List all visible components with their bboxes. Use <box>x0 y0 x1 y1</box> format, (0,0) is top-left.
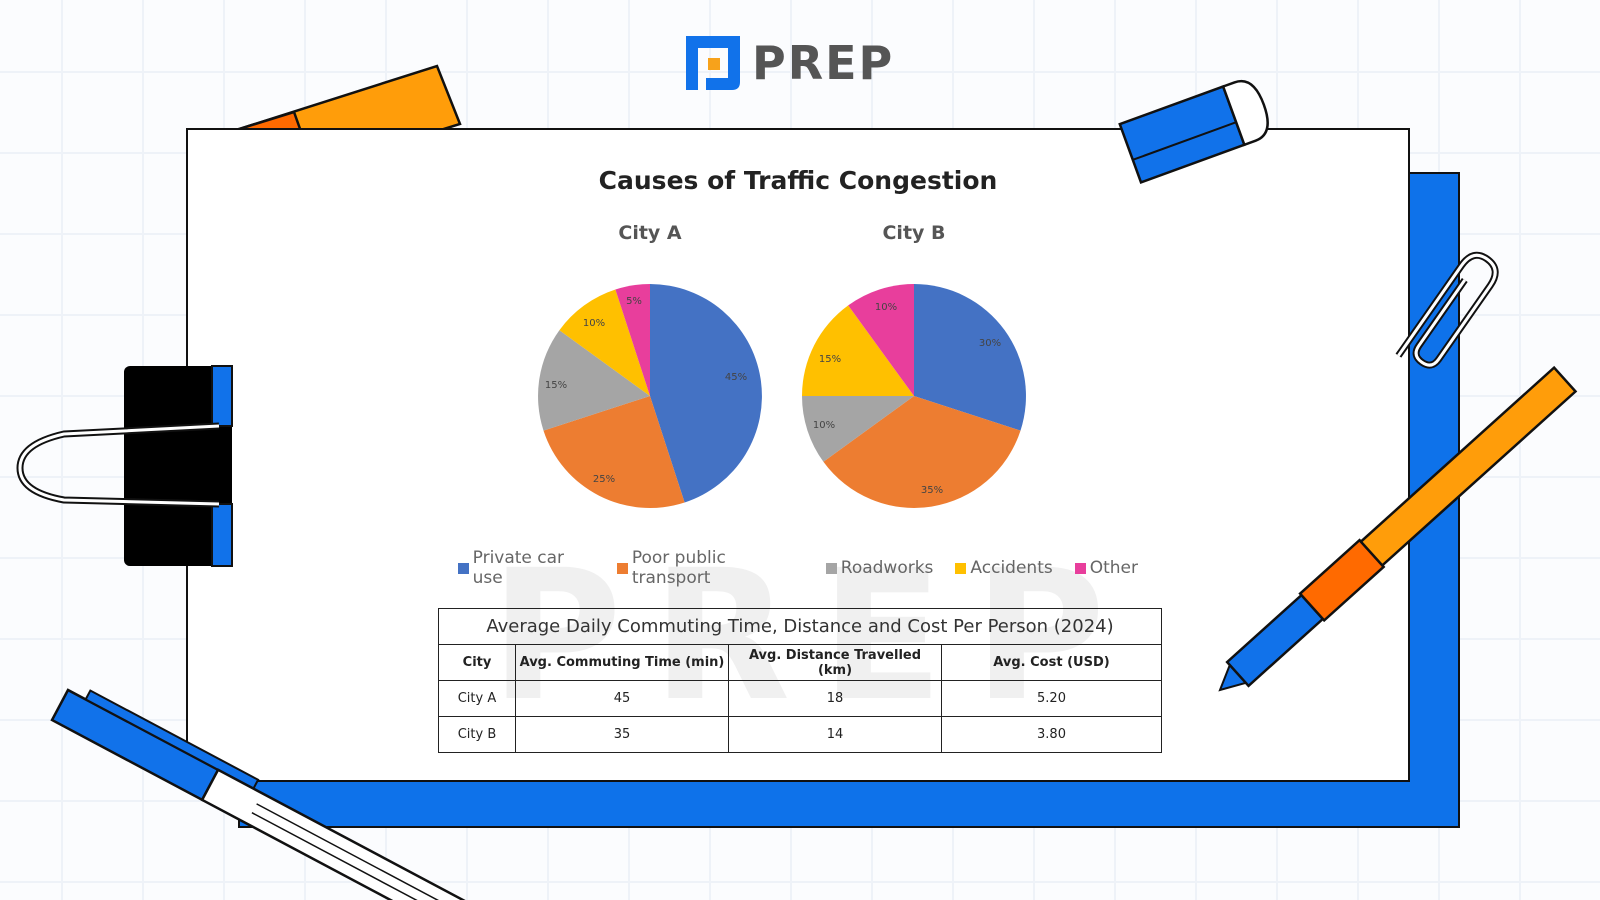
legend-item-private-car: Private car use <box>458 548 595 588</box>
table-cell: 18 <box>728 680 942 717</box>
slice-label: 25% <box>593 474 615 485</box>
table-cell: City B <box>438 716 516 753</box>
table-header: City <box>438 644 516 681</box>
binder-clip-icon <box>16 365 233 567</box>
legend-item-public-transport: Poor public transport <box>617 548 804 588</box>
table-cell: 14 <box>728 716 942 753</box>
slice-label: 35% <box>921 485 943 496</box>
ballpoint-pen-icon <box>50 688 591 900</box>
pie-chart-city-b: 30% 35% 10% 15% 10% <box>802 284 1026 508</box>
table-row: City A 45 18 5.20 <box>438 680 1162 717</box>
table-row: City B 35 14 3.80 <box>438 716 1162 753</box>
chart-title: Causes of Traffic Congestion <box>598 166 998 195</box>
legend-swatch <box>955 562 967 574</box>
pen-decoration-icon <box>1218 365 1578 692</box>
legend-label: Accidents <box>970 558 1053 578</box>
legend-swatch <box>458 562 469 574</box>
commuting-table: Average Daily Commuting Time, Distance a… <box>438 608 1162 753</box>
table-header: Avg. Distance Travelled (km) <box>728 644 942 681</box>
pie-chart-city-a: 45% 25% 15% 10% 5% <box>538 284 762 508</box>
prep-logo-icon <box>684 34 742 92</box>
paperclip-icon <box>1395 251 1499 369</box>
table-cell: 35 <box>515 716 729 753</box>
slice-label: 10% <box>813 420 835 431</box>
pie-title-city-b: City B <box>882 222 946 244</box>
table-cell: 5.20 <box>941 680 1162 717</box>
legend-item-other: Other <box>1074 548 1138 588</box>
slice-label: 10% <box>583 318 605 329</box>
legend-label: Other <box>1089 558 1138 578</box>
chart-legend: Private car use Poor public transport Ro… <box>458 548 1138 588</box>
table-header: Avg. Commuting Time (min) <box>515 644 729 681</box>
brand-logo: PREP <box>684 34 894 92</box>
slice-label: 45% <box>725 372 747 383</box>
legend-label: Roadworks <box>840 558 934 578</box>
table-cell: 45 <box>515 680 729 717</box>
legend-item-roadworks: Roadworks <box>825 548 934 588</box>
slice-label: 30% <box>979 338 1001 349</box>
table-cell: 3.80 <box>941 716 1162 753</box>
legend-swatch <box>617 562 628 574</box>
slice-label: 10% <box>875 302 897 313</box>
pie-title-city-a: City A <box>618 222 682 244</box>
slice-label: 5% <box>626 296 642 307</box>
legend-label: Poor public transport <box>631 548 726 588</box>
brand-name: PREP <box>752 36 895 90</box>
legend-item-accidents: Accidents <box>955 548 1053 588</box>
slice-label: 15% <box>545 380 567 391</box>
eraser-decoration-icon <box>1118 79 1269 184</box>
legend-swatch <box>1074 562 1086 574</box>
legend-swatch <box>825 562 837 574</box>
legend-label: Private car use <box>472 548 565 588</box>
slice-label: 15% <box>819 354 841 365</box>
table-header: Avg. Cost (USD) <box>941 644 1162 681</box>
table-caption: Average Daily Commuting Time, Distance a… <box>438 608 1162 645</box>
